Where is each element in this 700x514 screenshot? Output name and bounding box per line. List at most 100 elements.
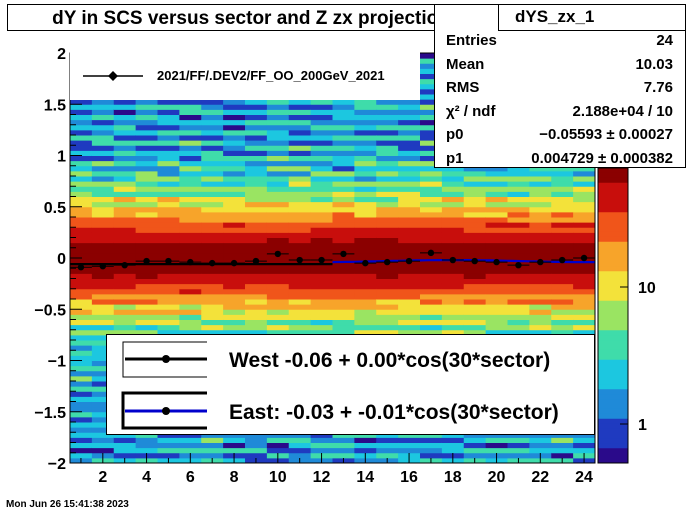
heatmap-cell [135,304,158,310]
heatmap-cell [91,360,115,367]
palette-band [598,227,628,233]
heatmap-cell [310,206,333,213]
palette-band [598,172,628,179]
heatmap-cell [463,288,487,295]
stats-label: p1 [446,149,464,167]
heatmap-cell [551,268,574,274]
heatmap-cell [245,201,268,208]
heatmap-cell [91,411,115,418]
heatmap-cell [245,181,268,187]
heatmap-cell [201,237,224,244]
heatmap-cell [135,237,158,244]
heatmap-cell [245,283,268,290]
heatmap-cell [179,104,202,110]
heatmap-cell [551,447,574,454]
heatmap-cell [70,304,93,310]
heatmap-cell [223,304,246,310]
heatmap-cell [551,181,574,187]
fit-line-east [332,259,595,264]
heatmap-cell [485,432,508,438]
heatmap-cell [135,201,158,208]
heatmap-cell [463,201,487,208]
heatmap-cell [485,263,508,269]
heatmap-cell [354,273,377,279]
heatmap-cell [376,217,399,223]
heatmap-cell [376,170,399,177]
heatmap-cell [179,319,202,326]
heatmap-cell [91,355,115,361]
heatmap-cell [463,447,487,454]
heatmap-cell [245,293,268,300]
heatmap-cell [463,324,487,331]
heatmap-cell [179,99,202,105]
heatmap-cell [420,191,443,197]
profile-point [252,257,260,265]
heatmap-cell [332,263,355,269]
heatmap-cell [310,273,333,279]
heatmap-cell [551,227,574,233]
heatmap-cell [441,299,465,305]
heatmap-cell [507,247,530,254]
heatmap-cell [135,119,158,126]
heatmap-cell [441,283,465,290]
heatmap-cell [441,170,465,177]
heatmap-cell [376,232,399,238]
heatmap-cell [70,222,93,228]
heatmap-cell [91,432,115,438]
heatmap-cell [529,201,552,208]
heatmap-cell [223,104,246,110]
heatmap-cell [485,170,508,177]
heatmap-cell [223,99,246,105]
heatmap-cell [70,160,93,167]
heatmap-cell [70,442,93,449]
heatmap-cell [529,232,552,238]
heatmap-cell [310,155,333,162]
heatmap-cell [70,150,93,156]
heatmap-cell [223,252,246,259]
profile-point [143,257,150,265]
x-tick-label: 24 [575,469,593,486]
heatmap-cell [573,319,596,326]
heatmap-cell [70,416,93,423]
heatmap-cell [223,135,246,141]
heatmap-cell [463,442,487,449]
heatmap-cell [113,191,137,197]
heatmap-cell [573,263,596,269]
heatmap-cell [245,222,268,228]
heatmap-cell [485,232,508,238]
heatmap-cell [376,196,399,203]
heatmap-cell [245,252,268,259]
heatmap-cell [485,283,508,290]
heatmap-cell [223,309,246,315]
heatmap-cell [463,176,487,182]
heatmap-cell [223,217,246,223]
heatmap-cell [70,319,93,326]
heatmap-cell [441,314,465,320]
heatmap-cell [113,129,137,136]
heatmap-cell [441,252,465,259]
heatmap-cell [398,114,421,121]
heatmap-cell [245,165,268,172]
heatmap-cell [441,288,465,295]
x-tick-label: 4 [142,469,151,486]
heatmap-cell [288,145,312,151]
heatmap-cell [376,201,399,208]
heatmap-cell [288,140,312,146]
heatmap-cell [179,252,202,259]
heatmap-cell [113,196,137,203]
heatmap-cell [354,314,377,320]
heatmap-cell [310,299,333,305]
heatmap-cell [310,288,333,295]
heatmap-cell [332,329,355,336]
heatmap-cell [179,160,202,167]
heatmap-cell [507,242,530,249]
heatmap-cell [91,386,115,392]
heatmap-cell [91,427,115,433]
heatmap-cell [573,447,596,454]
heatmap-cell [485,293,508,300]
stats-value: 0.004729 ± 0.000382 [531,149,673,167]
heatmap-cell [420,201,443,208]
heatmap-cell [113,114,137,121]
heatmap-cell [332,114,355,121]
heatmap-cell [398,237,421,244]
